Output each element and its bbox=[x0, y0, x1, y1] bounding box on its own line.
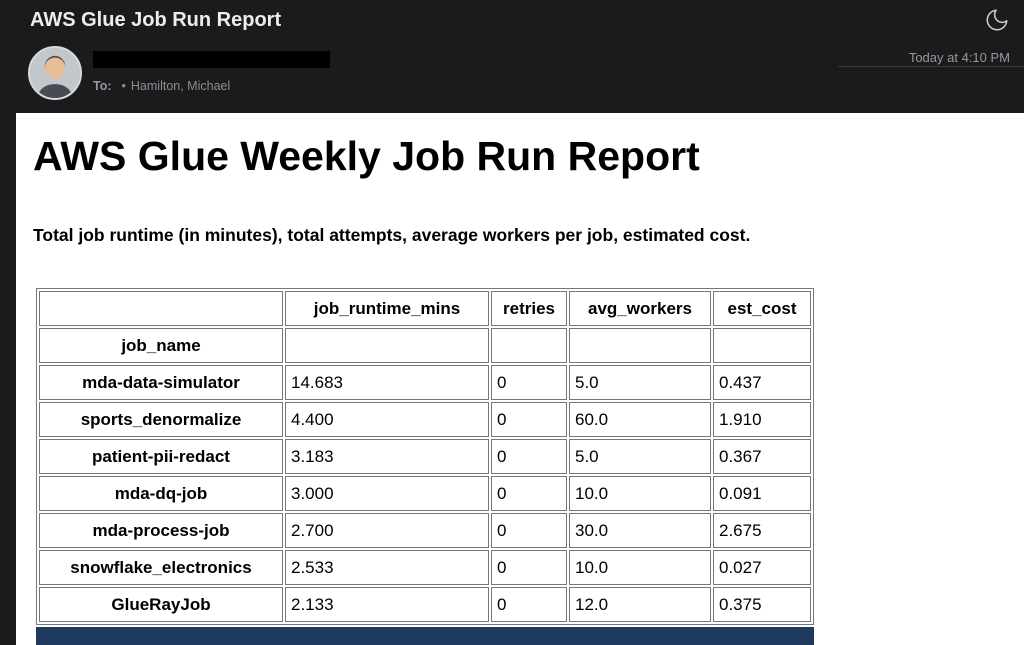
table-row: GlueRayJob 2.133 0 12.0 0.375 bbox=[39, 587, 811, 623]
empty-header-cell bbox=[285, 328, 489, 364]
row-header-cell: mda-data-simulator bbox=[39, 365, 283, 401]
cell-job-runtime: 2.700 bbox=[285, 513, 489, 549]
col-header-job-runtime: job_runtime_mins bbox=[285, 291, 489, 327]
cell-avg-workers: 10.0 bbox=[569, 550, 711, 586]
redacted-sender-name bbox=[93, 51, 330, 68]
cell-est-cost: 1.910 bbox=[713, 402, 811, 438]
recipient-name[interactable]: Hamilton, Michael bbox=[130, 79, 231, 93]
cell-job-runtime: 2.133 bbox=[285, 587, 489, 623]
cell-retries: 0 bbox=[491, 587, 567, 623]
row-header-cell: sports_denormalize bbox=[39, 402, 283, 438]
empty-header-cell bbox=[713, 328, 811, 364]
corner-cell bbox=[39, 291, 283, 327]
table-row: sports_denormalize 4.400 0 60.0 1.910 bbox=[39, 402, 811, 438]
table-row: mda-dq-job 3.000 0 10.0 0.091 bbox=[39, 476, 811, 512]
cell-est-cost: 0.437 bbox=[713, 365, 811, 401]
recipient-bullet: • bbox=[121, 79, 126, 93]
avatar-image bbox=[30, 48, 80, 98]
cell-est-cost: 0.367 bbox=[713, 439, 811, 475]
cell-retries: 0 bbox=[491, 513, 567, 549]
cell-job-runtime: 3.000 bbox=[285, 476, 489, 512]
email-subject-title: AWS Glue Job Run Report bbox=[30, 9, 282, 31]
row-header-cell: GlueRayJob bbox=[39, 587, 283, 623]
header-divider bbox=[838, 66, 1024, 67]
cell-avg-workers: 30.0 bbox=[569, 513, 711, 549]
cell-est-cost: 0.091 bbox=[713, 476, 811, 512]
row-header-cell: mda-process-job bbox=[39, 513, 283, 549]
col-header-est-cost: est_cost bbox=[713, 291, 811, 327]
index-label-cell: job_name bbox=[39, 328, 283, 364]
email-timestamp: Today at 4:10 PM bbox=[908, 50, 1010, 65]
col-header-avg-workers: avg_workers bbox=[569, 291, 711, 327]
email-body: AWS Glue Weekly Job Run Report Total job… bbox=[16, 113, 1024, 645]
column-header-row: job_runtime_mins retries avg_workers est… bbox=[39, 291, 811, 327]
empty-header-cell bbox=[491, 328, 567, 364]
row-header-cell: snowflake_electronics bbox=[39, 550, 283, 586]
to-label: To: bbox=[93, 79, 112, 93]
cell-est-cost: 0.375 bbox=[713, 587, 811, 623]
moon-icon-svg bbox=[986, 9, 1008, 31]
sender-avatar[interactable] bbox=[28, 46, 82, 100]
table-row: mda-process-job 2.700 0 30.0 2.675 bbox=[39, 513, 811, 549]
moon-icon[interactable] bbox=[984, 7, 1010, 33]
empty-header-cell bbox=[569, 328, 711, 364]
table-row: snowflake_electronics 2.533 0 10.0 0.027 bbox=[39, 550, 811, 586]
table-footer-bar bbox=[36, 627, 814, 645]
cell-avg-workers: 10.0 bbox=[569, 476, 711, 512]
cell-avg-workers: 60.0 bbox=[569, 402, 711, 438]
table-row: patient-pii-redact 3.183 0 5.0 0.367 bbox=[39, 439, 811, 475]
row-header-cell: mda-dq-job bbox=[39, 476, 283, 512]
cell-retries: 0 bbox=[491, 550, 567, 586]
report-table: job_runtime_mins retries avg_workers est… bbox=[36, 288, 814, 626]
cell-retries: 0 bbox=[491, 476, 567, 512]
report-subtitle: Total job runtime (in minutes), total at… bbox=[33, 225, 751, 246]
cell-avg-workers: 5.0 bbox=[569, 365, 711, 401]
cell-job-runtime: 14.683 bbox=[285, 365, 489, 401]
cell-job-runtime: 2.533 bbox=[285, 550, 489, 586]
cell-avg-workers: 12.0 bbox=[569, 587, 711, 623]
cell-job-runtime: 3.183 bbox=[285, 439, 489, 475]
cell-est-cost: 0.027 bbox=[713, 550, 811, 586]
recipient-line: To: • Hamilton, Michael bbox=[93, 79, 230, 93]
table-row: mda-data-simulator 14.683 0 5.0 0.437 bbox=[39, 365, 811, 401]
col-header-retries: retries bbox=[491, 291, 567, 327]
cell-retries: 0 bbox=[491, 439, 567, 475]
report-heading: AWS Glue Weekly Job Run Report bbox=[33, 133, 700, 179]
cell-job-runtime: 4.400 bbox=[285, 402, 489, 438]
cell-retries: 0 bbox=[491, 402, 567, 438]
row-header-cell: patient-pii-redact bbox=[39, 439, 283, 475]
cell-avg-workers: 5.0 bbox=[569, 439, 711, 475]
cell-retries: 0 bbox=[491, 365, 567, 401]
cell-est-cost: 2.675 bbox=[713, 513, 811, 549]
index-label-row: job_name bbox=[39, 328, 811, 364]
